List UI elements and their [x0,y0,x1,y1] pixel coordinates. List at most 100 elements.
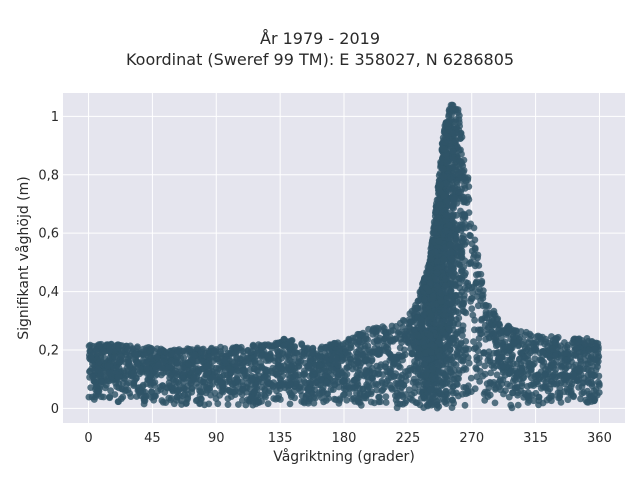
data-point [363,371,370,379]
data-point [457,326,465,334]
data-point [482,301,489,309]
data-point [224,395,232,402]
x-tick-label: 45 [144,431,161,446]
data-point [579,379,586,387]
data-point [434,386,442,394]
data-point [391,385,399,392]
data-point [493,349,501,357]
data-point [158,364,166,372]
data-point [588,393,595,400]
data-point [514,401,522,409]
data-point [465,209,473,217]
data-point [458,266,466,274]
data-point [479,287,487,294]
data-point [357,350,365,357]
data-point [115,384,123,392]
data-point [437,297,445,305]
data-point [273,340,281,348]
data-point [315,354,323,361]
data-point [446,105,453,113]
data-point [248,376,256,384]
data-point [244,379,252,387]
data-point [91,375,99,383]
data-point [111,353,119,360]
data-point [532,345,540,353]
data-point [331,381,338,389]
data-point [540,371,548,379]
data-point [442,275,449,283]
data-point [461,284,469,292]
data-point [557,354,565,362]
data-point [160,358,168,366]
data-point [421,295,428,303]
data-point [592,366,600,374]
data-point [448,315,455,322]
y-tick-label: 0,8 [38,168,59,183]
data-point [420,311,428,319]
data-point [332,354,340,362]
data-point [349,385,356,392]
data-point [245,355,253,362]
data-point [517,328,525,335]
data-point [98,378,106,386]
data-point [431,343,438,351]
data-point [435,369,442,376]
data-point [405,386,413,394]
data-point [583,335,591,342]
data-point [362,335,370,343]
data-point [167,395,175,402]
data-point [365,360,373,368]
data-point [286,381,294,389]
data-point [527,374,535,382]
data-point [462,309,470,317]
data-points [85,101,603,412]
data-point [194,344,201,352]
data-point [453,242,461,250]
data-point [435,237,443,245]
data-point [179,360,186,367]
data-point [427,386,434,393]
data-point [441,139,449,146]
data-point [280,342,288,350]
data-point [455,171,462,178]
data-point [498,339,505,347]
data-point [526,349,534,357]
data-point [250,388,258,396]
data-point [148,345,156,353]
data-point [94,366,102,374]
data-point [429,365,437,373]
data-point [239,386,247,394]
data-point [575,335,583,343]
data-point [108,369,115,377]
data-point [143,364,151,372]
data-point [567,354,574,362]
data-point [444,349,452,356]
data-point [119,342,126,350]
data-point [195,383,202,391]
data-point [487,379,494,387]
data-point [471,385,479,393]
data-point [173,393,181,401]
data-point [196,400,204,408]
data-point [182,386,190,394]
data-point [416,351,424,358]
data-point [424,380,432,388]
data-point [119,393,127,401]
data-point [168,350,176,358]
data-point [452,137,460,145]
data-point [323,367,331,375]
data-point [462,384,470,391]
data-point [355,330,363,338]
data-point [443,197,451,205]
data-point [96,341,103,349]
data-point [549,392,556,400]
data-point [87,384,95,391]
data-point [305,362,313,370]
data-point [478,316,485,324]
data-point [440,255,448,263]
data-point [248,394,256,402]
data-point [382,332,390,339]
data-point [450,375,458,383]
y-tick-label: 0,6 [38,227,59,242]
data-point [258,398,265,405]
